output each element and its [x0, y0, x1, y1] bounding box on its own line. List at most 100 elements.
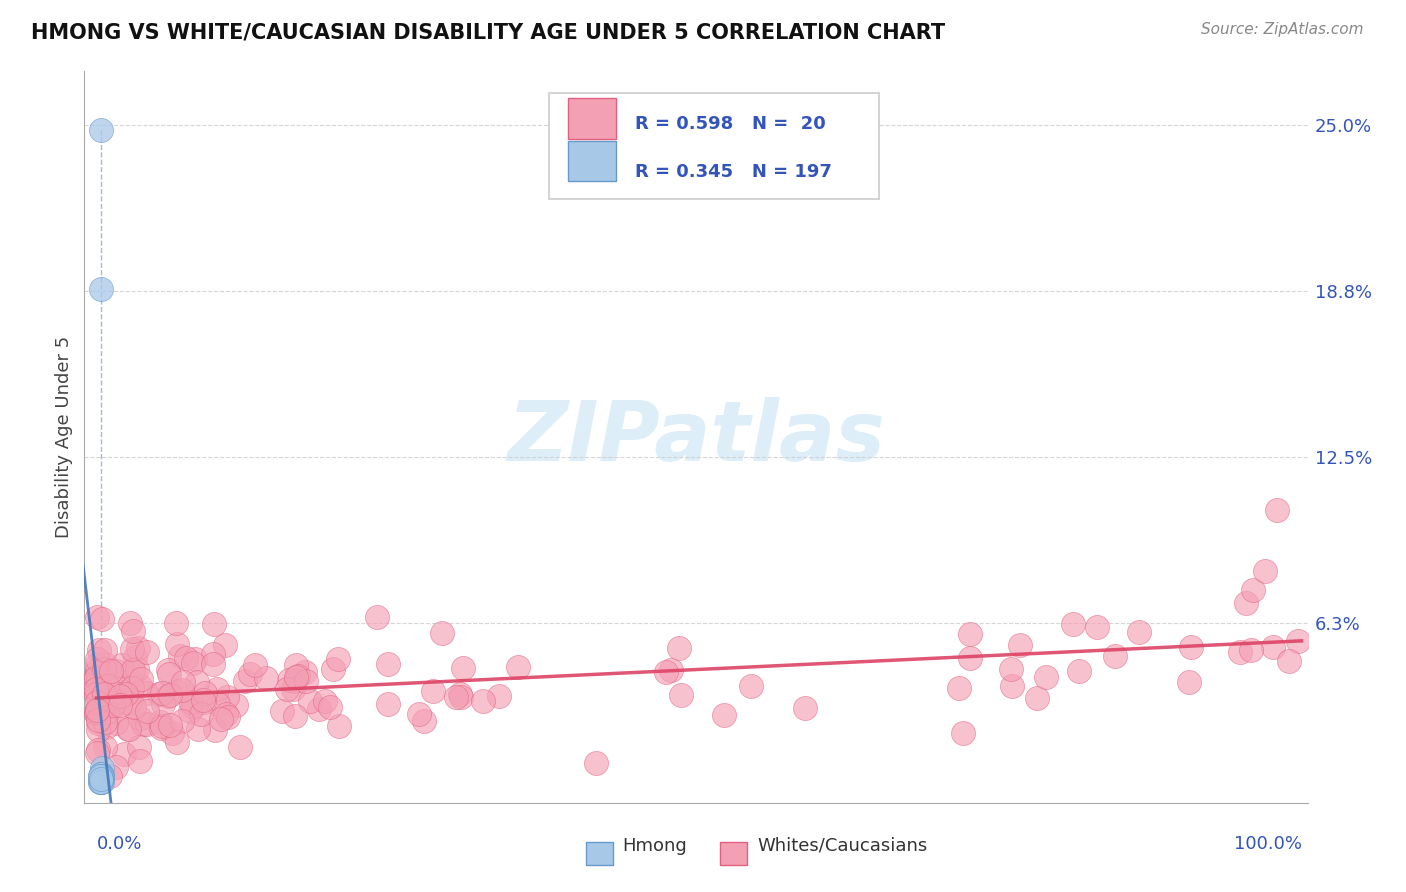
Point	[86, 705, 108, 719]
Point	[1001, 679, 1024, 693]
Point	[108, 698, 131, 713]
Point	[165, 616, 187, 631]
Point	[89, 769, 111, 783]
Point	[308, 702, 330, 716]
Point	[1062, 617, 1084, 632]
Point	[190, 707, 212, 722]
Point	[254, 672, 277, 686]
Point	[179, 704, 201, 718]
Text: Source: ZipAtlas.com: Source: ZipAtlas.com	[1201, 22, 1364, 37]
Point	[159, 688, 181, 702]
Point	[128, 679, 150, 693]
Point	[278, 673, 301, 687]
Point	[181, 699, 204, 714]
Point	[446, 690, 468, 704]
Point	[111, 690, 134, 704]
Point	[952, 725, 974, 739]
Point	[1000, 662, 1022, 676]
Point	[114, 747, 136, 762]
Point	[86, 704, 108, 718]
Text: 100.0%: 100.0%	[1233, 835, 1302, 853]
Point	[96, 705, 118, 719]
Point	[148, 688, 170, 702]
Point	[214, 638, 236, 652]
FancyBboxPatch shape	[550, 94, 880, 200]
Point	[114, 695, 136, 709]
Point	[453, 661, 475, 675]
Point	[121, 642, 143, 657]
Point	[90, 772, 112, 786]
Point	[114, 687, 136, 701]
Point	[135, 645, 157, 659]
Point	[105, 760, 128, 774]
Point	[127, 640, 149, 655]
Point	[91, 703, 114, 717]
Point	[86, 715, 108, 730]
Point	[86, 704, 108, 718]
Point	[959, 626, 981, 640]
Point	[122, 664, 145, 678]
Point	[157, 664, 180, 678]
Point	[97, 707, 120, 722]
FancyBboxPatch shape	[568, 98, 616, 138]
Point	[215, 690, 238, 704]
Point	[181, 656, 204, 670]
Point	[225, 698, 247, 713]
Point	[207, 698, 229, 712]
Point	[169, 648, 191, 663]
Point	[100, 690, 122, 705]
Point	[90, 766, 112, 780]
Point	[1254, 565, 1277, 579]
Point	[96, 679, 118, 693]
Point	[89, 774, 111, 789]
Point	[86, 707, 108, 722]
Point	[94, 714, 117, 729]
Point	[96, 720, 118, 734]
Point	[285, 670, 308, 684]
Point	[659, 664, 682, 678]
Point	[87, 742, 110, 756]
Point	[100, 666, 122, 681]
Point	[149, 714, 172, 729]
Point	[422, 683, 444, 698]
Point	[172, 675, 194, 690]
Point	[91, 699, 114, 714]
Point	[217, 710, 239, 724]
Point	[506, 660, 529, 674]
Point	[1178, 674, 1201, 689]
Point	[90, 772, 112, 786]
Point	[93, 643, 115, 657]
Point	[89, 769, 111, 783]
Point	[91, 769, 114, 783]
Point	[127, 662, 149, 676]
Point	[1263, 640, 1285, 655]
Point	[209, 712, 232, 726]
Point	[281, 682, 304, 697]
Point	[204, 723, 226, 737]
Point	[90, 772, 112, 786]
Point	[94, 657, 117, 672]
Y-axis label: Disability Age Under 5: Disability Age Under 5	[55, 336, 73, 538]
Point	[86, 668, 108, 682]
FancyBboxPatch shape	[720, 841, 748, 865]
Point	[294, 665, 316, 680]
Point	[1035, 670, 1057, 684]
Point	[471, 694, 494, 708]
Point	[165, 684, 187, 698]
Point	[170, 682, 193, 697]
Point	[105, 716, 128, 731]
Point	[129, 755, 152, 769]
Point	[201, 657, 224, 671]
Point	[655, 665, 678, 680]
Point	[149, 721, 172, 735]
Point	[243, 658, 266, 673]
Point	[1267, 503, 1289, 517]
Point	[104, 665, 127, 679]
Point	[150, 686, 173, 700]
Point	[91, 693, 114, 707]
Point	[86, 610, 108, 624]
Point	[136, 717, 159, 731]
Point	[89, 774, 111, 789]
Point	[91, 761, 114, 775]
Point	[90, 774, 112, 789]
